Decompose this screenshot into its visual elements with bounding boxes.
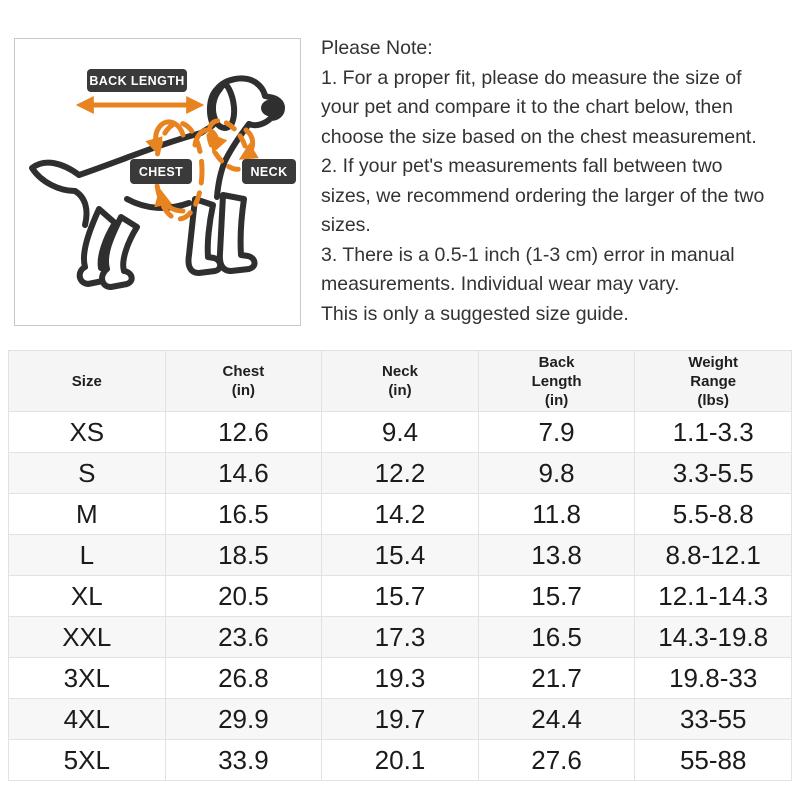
size-table-body: XS 12.6 9.4 7.9 1.1-3.3 S 14.6 12.2 9.8 3.3-5.5 M 1…: [8, 411, 792, 781]
value-cell: 29.9: [164, 698, 323, 740]
table-header-row: Size Chest (in) Neck (in) Back Length (in) W…: [8, 350, 792, 412]
value-cell: 14.2: [321, 493, 479, 535]
note-line: This is only a suggested size guide.: [321, 302, 629, 325]
value-cell: 15.7: [321, 575, 479, 617]
value-cell: 11.8: [477, 493, 636, 535]
dog-front-near-leg: [216, 192, 258, 274]
withers-curved-arrow: [192, 127, 228, 154]
table-row: 3XL 26.8 19.3 21.7 19.8-33: [8, 657, 792, 699]
value-cell: 12.2: [321, 452, 479, 494]
value-cell: 21.7: [477, 657, 636, 699]
value-cell: 9.8: [477, 452, 636, 494]
note-line: measurements. Individual wear may vary.: [321, 273, 680, 295]
size-cell: 5XL: [8, 739, 166, 781]
note-line: choose the size based on the chest measu…: [321, 125, 757, 148]
size-cell: 3XL: [8, 657, 166, 699]
note-heading: Please Note:: [321, 37, 433, 59]
value-cell: 8.8-12.1: [634, 534, 792, 576]
value-cell: 24.4: [477, 698, 636, 740]
dog-back-line: [76, 130, 204, 178]
column-header: Size: [8, 350, 166, 412]
chest-top-curved-arrow: [145, 119, 186, 156]
value-cell: 1.1-3.3: [634, 411, 792, 453]
neck-right-curved-arrow: [238, 127, 259, 160]
table-row: XXL 23.6 17.3 16.5 14.3-19.8: [8, 616, 792, 658]
value-cell: 15.7: [477, 575, 636, 617]
chest-label: CHEST: [139, 165, 183, 179]
value-cell: 13.8: [477, 534, 636, 576]
value-cell: 17.3: [321, 616, 479, 658]
table-row: L 18.5 15.4 13.8 8.8-12.1: [8, 534, 792, 576]
value-cell: 55-88: [634, 739, 792, 781]
value-cell: 16.5: [164, 493, 323, 535]
size-cell: XL: [8, 575, 166, 617]
column-header: Weight Range (lbs): [634, 350, 792, 412]
value-cell: 18.5: [164, 534, 323, 576]
table-row: S 14.6 12.2 9.8 3.3-5.5: [8, 452, 792, 494]
size-cell: L: [8, 534, 166, 576]
neck-badge: NECK: [242, 159, 296, 184]
value-cell: 16.5: [477, 616, 636, 658]
value-cell: 12.6: [164, 411, 323, 453]
note-line: sizes.: [321, 214, 371, 236]
value-cell: 19.8-33: [634, 657, 792, 699]
dog-front-far-leg: [185, 196, 224, 276]
note-line: sizes, we recommend ordering the larger …: [321, 184, 765, 207]
dog-outline-illustration: BACK LENGTH CHEST NECK: [29, 69, 296, 290]
value-cell: 33.9: [164, 739, 323, 781]
table-row: 5XL 33.9 20.1 27.6 55-88: [8, 739, 792, 781]
column-header: Chest (in): [164, 350, 323, 412]
chest-bottom-curved-arrow: [154, 187, 186, 214]
value-cell: 9.4: [321, 411, 479, 453]
note-line: 1. For a proper fit, please do measure t…: [321, 66, 742, 89]
table-row: XS 12.6 9.4 7.9 1.1-3.3: [8, 411, 792, 453]
size-cell: XXL: [8, 616, 166, 658]
dog-measurement-diagram: BACK LENGTH CHEST NECK: [14, 38, 301, 326]
note-line: your pet and compare it to the chart bel…: [321, 96, 733, 118]
dog-ear: [209, 81, 238, 131]
value-cell: 14.6: [164, 452, 323, 494]
neck-label: NECK: [250, 165, 287, 179]
dog-rump-line: [72, 188, 90, 228]
note-line: 3. There is a 0.5-1 inch (1-3 cm) error …: [321, 243, 735, 266]
dog-tail: [29, 159, 82, 194]
value-cell: 33-55: [634, 698, 792, 740]
value-cell: 3.3-5.5: [634, 452, 792, 494]
dog-hind-near-leg: [99, 214, 140, 290]
size-cell: S: [8, 452, 166, 494]
value-cell: 20.1: [321, 739, 479, 781]
size-cell: M: [8, 493, 166, 535]
size-chart-table: Size Chest (in) Neck (in) Back Length (in) W…: [8, 350, 792, 781]
chest-badge: CHEST: [130, 159, 192, 184]
value-cell: 12.1-14.3: [634, 575, 792, 617]
size-cell: 4XL: [8, 698, 166, 740]
value-cell: 26.8: [164, 657, 323, 699]
value-cell: 19.3: [321, 657, 479, 699]
back-length-badge: BACK LENGTH: [87, 69, 187, 92]
value-cell: 19.7: [321, 698, 479, 740]
value-cell: 15.4: [321, 534, 479, 576]
value-cell: 20.5: [164, 575, 323, 617]
column-header: Neck (in): [321, 350, 479, 412]
value-cell: 23.6: [164, 616, 323, 658]
note-block: Please Note: 1. For a proper fit, please…: [321, 34, 795, 329]
back-length-label: BACK LENGTH: [89, 74, 184, 88]
dog-nose: [261, 99, 281, 117]
dog-belly-line: [124, 196, 192, 211]
value-cell: 7.9: [477, 411, 636, 453]
value-cell: 14.3-19.8: [634, 616, 792, 658]
size-cell: XS: [8, 411, 166, 453]
value-cell: 27.6: [477, 739, 636, 781]
note-line: 2. If your pet's measurements fall betwe…: [321, 155, 723, 177]
size-table-head: Size Chest (in) Neck (in) Back Length (in) W…: [8, 350, 792, 412]
top-section: BACK LENGTH CHEST NECK Please Note: 1. F…: [0, 0, 800, 350]
column-header: Back Length (in): [477, 350, 636, 412]
value-cell: 5.5-8.8: [634, 493, 792, 535]
table-row: M 16.5 14.2 11.8 5.5-8.8: [8, 493, 792, 535]
table-row: 4XL 29.9 19.7 24.4 33-55: [8, 698, 792, 740]
table-row: XL 20.5 15.7 15.7 12.1-14.3: [8, 575, 792, 617]
note-lines: 1. For a proper fit, please do measure t…: [321, 64, 795, 330]
